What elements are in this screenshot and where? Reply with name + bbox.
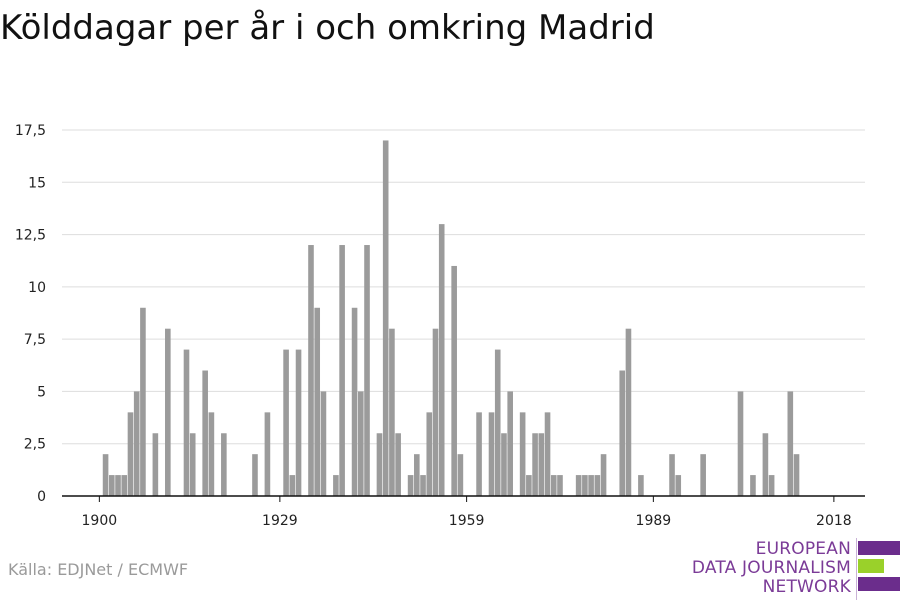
bar-1985 [625,328,632,496]
bar-1980 [594,475,601,496]
bar-1966 [507,391,513,496]
bar-2007 [762,433,769,496]
y-tick-label: 10 [28,280,46,296]
bar-1946 [382,140,389,496]
bar-1969 [526,475,532,496]
y-tick-label: 12,5 [15,228,46,244]
y-tick-label: 2,5 [24,437,46,453]
logo-line-1: EUROPEAN [755,539,851,559]
bar-1953 [426,412,433,496]
x-tick-label: 1959 [449,513,485,529]
bar-1934 [308,245,314,496]
x-tick-label: 1900 [82,513,118,529]
logo-divider [856,538,857,600]
x-tick-label: 1929 [262,513,298,529]
bar-1957 [451,265,457,496]
logo-bar-green [858,559,884,573]
bar-1903 [115,475,121,496]
bar-1984 [619,370,626,496]
y-tick-label: 15 [28,175,46,191]
bar-1961 [476,412,482,496]
y-tick-label: 7,5 [24,332,46,348]
bar-1970 [532,433,538,496]
bar-1963 [488,412,495,496]
bar-1914 [183,349,190,496]
bar-1943 [364,245,370,496]
bar-1973 [550,475,557,496]
chart-title: Kölddagar per år i och omkring Madrid [0,8,655,48]
bar-1920 [221,433,227,496]
logo-bar-purple-top [858,541,900,555]
bar-2008 [768,475,775,496]
y-tick-label: 17,5 [15,123,46,139]
bar-1993 [675,475,682,496]
bar-1902 [108,475,115,496]
edjnet-logo: EUROPEAN DATA JOURNALISM NETWORK [692,538,900,600]
x-tick-label: 2018 [816,513,852,529]
y-tick-label: 5 [37,384,46,400]
bar-1932 [295,349,302,496]
bar-1938 [333,475,339,496]
bar-1942 [357,391,364,496]
bar-1931 [289,475,296,496]
bar-1987 [638,475,644,496]
logo-bar-purple-bottom [858,577,900,591]
bar-1951 [414,454,420,496]
bar-2011 [787,391,794,496]
bar-1997 [700,454,706,496]
bar-1935 [314,307,321,496]
y-axis-ticks: 0 2,5 5 7,5 10 12,5 15 17,5 [15,123,46,505]
bar-1918 [208,412,215,496]
bar-1917 [202,370,208,496]
bar-2012 [793,454,800,496]
bar-1936 [320,391,327,496]
bar-1954 [432,328,439,496]
x-axis: 1900 1929 1959 1989 2018 [62,495,865,529]
bars [102,140,800,496]
bar-1905 [127,412,134,496]
bar-1901 [102,454,109,496]
bar-2003 [737,391,744,496]
source-note: Källa: EDJNet / ECMWF [8,560,189,579]
bar-1958 [457,454,464,496]
bar-1925 [252,454,258,496]
bar-1950 [407,475,414,496]
bar-1968 [519,412,526,496]
bar-1979 [588,475,594,496]
bar-1947 [389,328,395,496]
bar-1915 [189,433,196,496]
grid-lines [62,129,865,445]
logo-line-3: NETWORK [762,577,851,597]
bar-1972 [544,412,551,496]
bar-1964 [494,349,501,496]
bar-1978 [582,475,588,496]
bar-1927 [264,412,271,496]
bar-1909 [152,433,159,496]
x-tick-label: 1989 [636,513,672,529]
logo-line-2: DATA JOURNALISM [691,558,851,578]
bar-1955 [438,224,445,496]
bar-2005 [750,475,756,496]
bar-1981 [600,454,607,496]
bar-1971 [538,433,545,496]
bar-1965 [501,433,507,496]
bar-1992 [669,454,675,496]
bar-1974 [557,475,563,496]
bar-1948 [395,433,401,496]
bar-1977 [575,475,582,496]
bar-1939 [339,245,345,496]
bar-1911 [165,328,171,496]
bar-1945 [376,433,383,496]
bar-1952 [420,475,426,496]
bar-1904 [121,475,128,496]
bar-1930 [283,349,289,496]
y-tick-label: 0 [37,489,46,505]
bar-1906 [133,391,140,496]
bar-1941 [351,307,358,496]
bar-1907 [140,307,146,496]
